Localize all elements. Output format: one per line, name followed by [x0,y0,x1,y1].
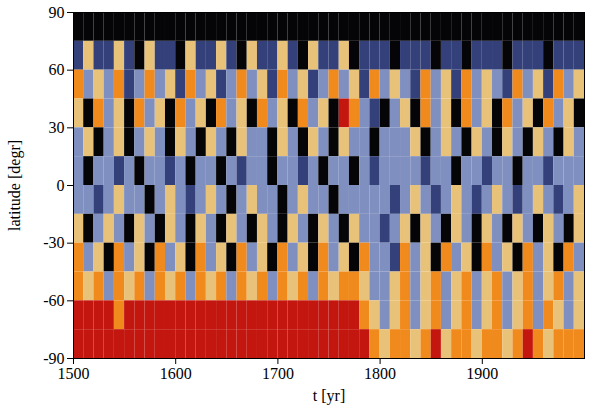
svg-text:1700: 1700 [262,365,294,382]
svg-text:1800: 1800 [364,365,396,382]
svg-text:-30: -30 [43,234,64,251]
svg-text:-90: -90 [43,349,65,367]
svg-text:30: 30 [49,119,65,136]
svg-text:t [yr]: t [yr] [313,387,345,405]
svg-text:60: 60 [49,61,65,78]
svg-text:1900: 1900 [466,365,498,382]
svg-text:latitude [degr]: latitude [degr] [6,140,24,231]
svg-text:1500: 1500 [58,365,90,382]
svg-text:1600: 1600 [160,365,192,382]
svg-text:90: 90 [49,4,65,21]
svg-text:0: 0 [57,177,65,194]
svg-text:-60: -60 [43,292,64,309]
